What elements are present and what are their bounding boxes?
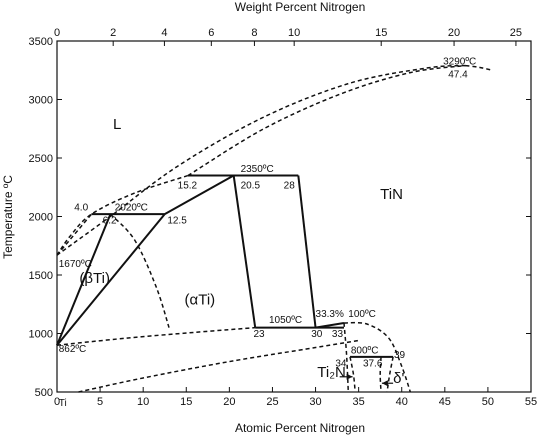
y-tick-label: 2500	[29, 153, 53, 165]
bottom-tick-label: 35	[353, 396, 365, 408]
point-annotation: 2350ºC	[241, 164, 274, 175]
bottom-tick-label: 45	[439, 396, 451, 408]
point-annotation: 6.2	[103, 216, 117, 227]
top-tick-label: 0	[54, 27, 60, 39]
top-tick-label: 6	[208, 27, 214, 39]
point-annotation: 3290ºC	[443, 56, 476, 67]
point-annotation: Ti	[59, 398, 67, 409]
dashed-phase-boundary	[386, 356, 394, 393]
point-annotation: 15.2	[178, 180, 198, 191]
point-annotation: 1050ºC	[269, 315, 302, 326]
dashed-phase-boundary	[78, 339, 359, 393]
top-tick-label: 25	[510, 27, 522, 39]
bottom-tick-label: 40	[396, 396, 408, 408]
phase-label: δ'	[393, 370, 404, 387]
solid-phase-boundary	[56, 213, 112, 346]
point-annotation: 100ºC	[348, 309, 376, 320]
point-annotation: 33	[332, 329, 344, 340]
plot-border	[56, 40, 532, 393]
y-tick-label: 1000	[29, 329, 53, 341]
top-tick-label: 20	[448, 27, 460, 39]
top-tick-label: 15	[375, 27, 387, 39]
phase-label: TiN	[380, 186, 403, 203]
point-annotation: 39	[394, 350, 406, 361]
point-annotation: 1670ºC	[59, 259, 92, 270]
y-tick-label: 3500	[29, 36, 53, 48]
dashed-phase-boundary	[56, 64, 466, 256]
point-annotation: 23	[253, 329, 265, 340]
top-tick-label: 4	[161, 27, 167, 39]
solid-phase-boundary	[232, 175, 257, 328]
top-tick-label: 8	[251, 27, 257, 39]
dashed-phase-boundary	[465, 64, 493, 71]
top-tick-label: 2	[110, 27, 116, 39]
bottom-tick-label: 5	[97, 396, 103, 408]
y-tick-label: 3000	[29, 95, 53, 107]
pointer-arrow-head	[381, 380, 388, 387]
phase-label: L	[113, 116, 121, 133]
point-annotation: 34	[335, 358, 347, 369]
point-annotation: 2020ºC	[115, 203, 148, 214]
dashed-phase-boundary	[349, 356, 356, 393]
dashed-phase-boundary	[56, 326, 256, 346]
solid-phase-boundary	[164, 174, 235, 216]
bottom-tick-label: 50	[482, 396, 494, 408]
dashed-phase-boundary	[343, 321, 412, 393]
top-axis-title: Weight Percent Nitrogen	[235, 0, 366, 14]
y-axis-title: Temperature ºC	[1, 175, 15, 259]
solid-phase-boundary	[315, 321, 345, 329]
point-annotation: 12.5	[167, 216, 187, 227]
point-annotation: 28	[284, 180, 296, 191]
pointer-arrow-head	[346, 373, 353, 380]
diagram-labels: L TiN (βTi) (αTi) Ti₂N δ' 3290ºC 47.4 2350ºC 15.2…	[59, 56, 476, 409]
bottom-tick-label: 10	[137, 396, 149, 408]
phase-label: (βTi)	[79, 270, 110, 287]
point-annotation: 33.3%	[316, 309, 344, 320]
phase-label: Ti₂N	[317, 364, 346, 381]
bottom-tick-label: 55	[525, 396, 537, 408]
dashed-phase-boundary	[187, 64, 466, 177]
bottom-tick-label: 15	[180, 396, 192, 408]
plot-frame	[56, 40, 532, 393]
solid-phase-boundary	[56, 213, 166, 346]
solid-phase-boundary	[297, 175, 317, 328]
y-tick-label: 500	[35, 387, 53, 399]
bottom-tick-label: 20	[223, 396, 235, 408]
top-tick-label: 10	[288, 27, 300, 39]
point-annotation: 4.0	[74, 203, 88, 214]
point-annotation: 862ºC	[59, 344, 87, 355]
phase-boundaries	[56, 64, 493, 393]
point-annotation: 800ºC	[351, 345, 379, 356]
dashed-phase-boundary	[109, 213, 170, 328]
bottom-tick-label: 0	[54, 396, 60, 408]
bottom-tick-label: 25	[266, 396, 278, 408]
bottom-axis-title: Atomic Percent Nitrogen	[235, 421, 365, 435]
bottom-tick-label: 30	[309, 396, 321, 408]
y-tick-label: 1500	[29, 270, 53, 282]
point-annotation: 37.6	[363, 358, 383, 369]
point-annotation: 30	[311, 329, 323, 340]
dashed-phase-boundary	[379, 356, 382, 393]
dashed-phase-boundary	[56, 174, 189, 256]
axis-ticks: 0 5 10 15 20 25 30 35 40 45 50 55 0 2 4 6 8 10 15 20 25 500 10…	[29, 27, 538, 408]
point-annotation: 47.4	[448, 69, 468, 80]
dashed-phase-boundary	[56, 213, 93, 256]
dashed-phase-boundary	[343, 322, 350, 393]
phase-label: (αTi)	[185, 291, 216, 308]
y-tick-label: 2000	[29, 212, 53, 224]
point-annotation: 20.5	[241, 180, 261, 191]
